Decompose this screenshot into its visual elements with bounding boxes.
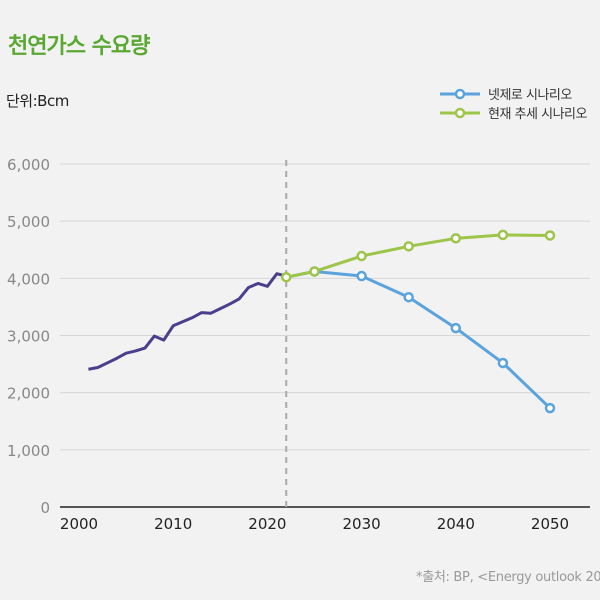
- legend-marker-current-icon: [440, 107, 480, 118]
- y-tick-label: 3,000: [7, 328, 50, 346]
- y-tick-label: 1,000: [7, 442, 50, 460]
- x-tick-label: 2040: [437, 515, 475, 533]
- data-point-1: [544, 402, 556, 414]
- x-tick-label: 2030: [343, 515, 381, 533]
- y-tick-label: 4,000: [7, 270, 50, 288]
- data-point-1: [497, 357, 509, 369]
- y-tick-label: 0: [40, 499, 50, 517]
- x-tick-label: 2050: [531, 515, 569, 533]
- chart-title: 천연가스 수요량: [8, 34, 150, 59]
- legend-item-current: 현재 추세 시나리오: [440, 103, 587, 122]
- legend: 넷제로 시나리오 현재 추세 시나리오: [440, 84, 587, 122]
- series-line-1: [285, 269, 552, 410]
- data-point-1: [403, 291, 414, 303]
- data-point-2: [403, 241, 414, 252]
- data-point-2: [497, 229, 509, 241]
- data-point-1: [450, 322, 462, 334]
- series-line-0: [88, 272, 287, 371]
- y-tick-label: 2,000: [7, 385, 50, 403]
- unit-label: 단위:Bcm: [6, 92, 69, 110]
- x-tick-label: 2020: [248, 515, 286, 533]
- data-point-2: [450, 233, 462, 244]
- data-point-2: [356, 250, 367, 262]
- legend-item-netzero: 넷제로 시나리오: [440, 84, 587, 103]
- y-tick-label: 6,000: [7, 156, 50, 174]
- x-tick-label: 2000: [60, 515, 98, 533]
- data-point-2: [280, 271, 292, 283]
- data-point-2: [544, 230, 556, 241]
- data-point-1: [356, 270, 367, 282]
- series-line-2: [285, 233, 551, 279]
- legend-marker-netzero-icon: [440, 88, 480, 99]
- data-point-2: [309, 266, 320, 277]
- legend-label-netzero: 넷제로 시나리오: [488, 88, 572, 103]
- y-tick-label: 5,000: [7, 213, 50, 231]
- source-note: *출처: BP, <Energy outlook 20: [416, 570, 600, 585]
- legend-label-current: 현재 추세 시나리오: [488, 107, 587, 122]
- x-tick-label: 2010: [154, 515, 192, 533]
